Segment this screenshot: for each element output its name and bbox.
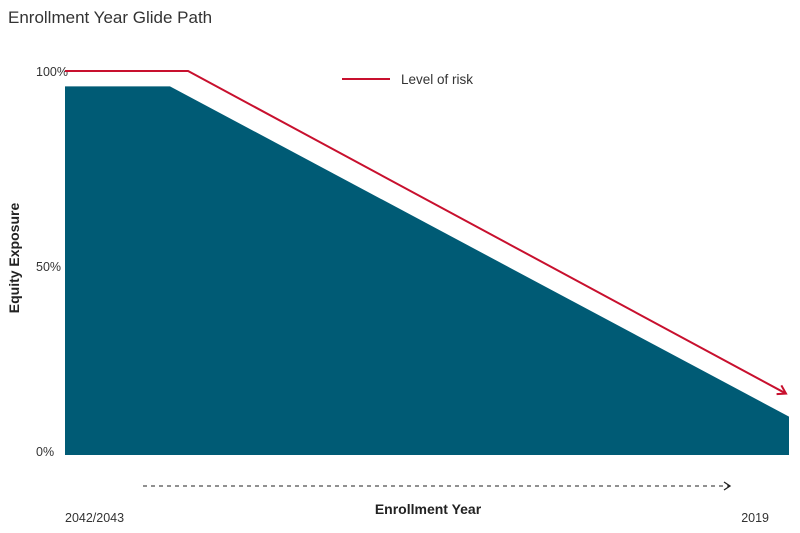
chart-title: Enrollment Year Glide Path bbox=[8, 8, 212, 27]
x-start-label: 2042/2043 bbox=[65, 511, 124, 525]
x-axis-label: Enrollment Year bbox=[375, 501, 482, 517]
equity-exposure-area bbox=[65, 86, 789, 456]
x-end-label: 2019 bbox=[741, 511, 769, 525]
y-axis-label: Equity Exposure bbox=[6, 203, 22, 314]
y-tick-50: 50% bbox=[36, 260, 61, 274]
legend-risk-label: Level of risk bbox=[401, 72, 473, 87]
risk-level-line bbox=[65, 70, 788, 396]
y-tick-0: 0% bbox=[36, 445, 54, 459]
y-tick-100: 100% bbox=[36, 65, 68, 79]
